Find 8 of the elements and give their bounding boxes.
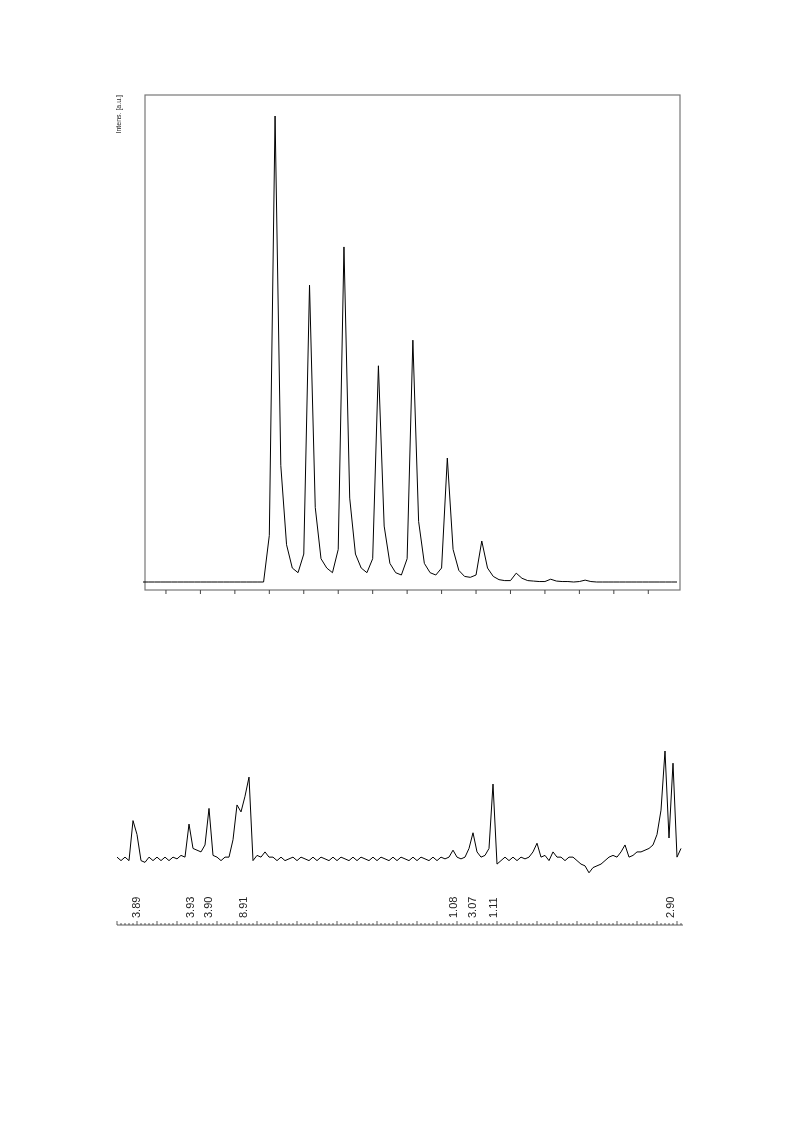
annotation: 1.08 <box>447 896 459 918</box>
annotation: 2.90 <box>664 896 676 918</box>
annotation: 8.91 <box>237 896 249 918</box>
annotation: 3.93 <box>184 896 196 918</box>
annotation: 1.11 <box>487 897 499 918</box>
annotation: 3.89 <box>130 896 142 918</box>
annotation: 3.07 <box>466 896 478 918</box>
annotation: 3.90 <box>202 896 214 918</box>
